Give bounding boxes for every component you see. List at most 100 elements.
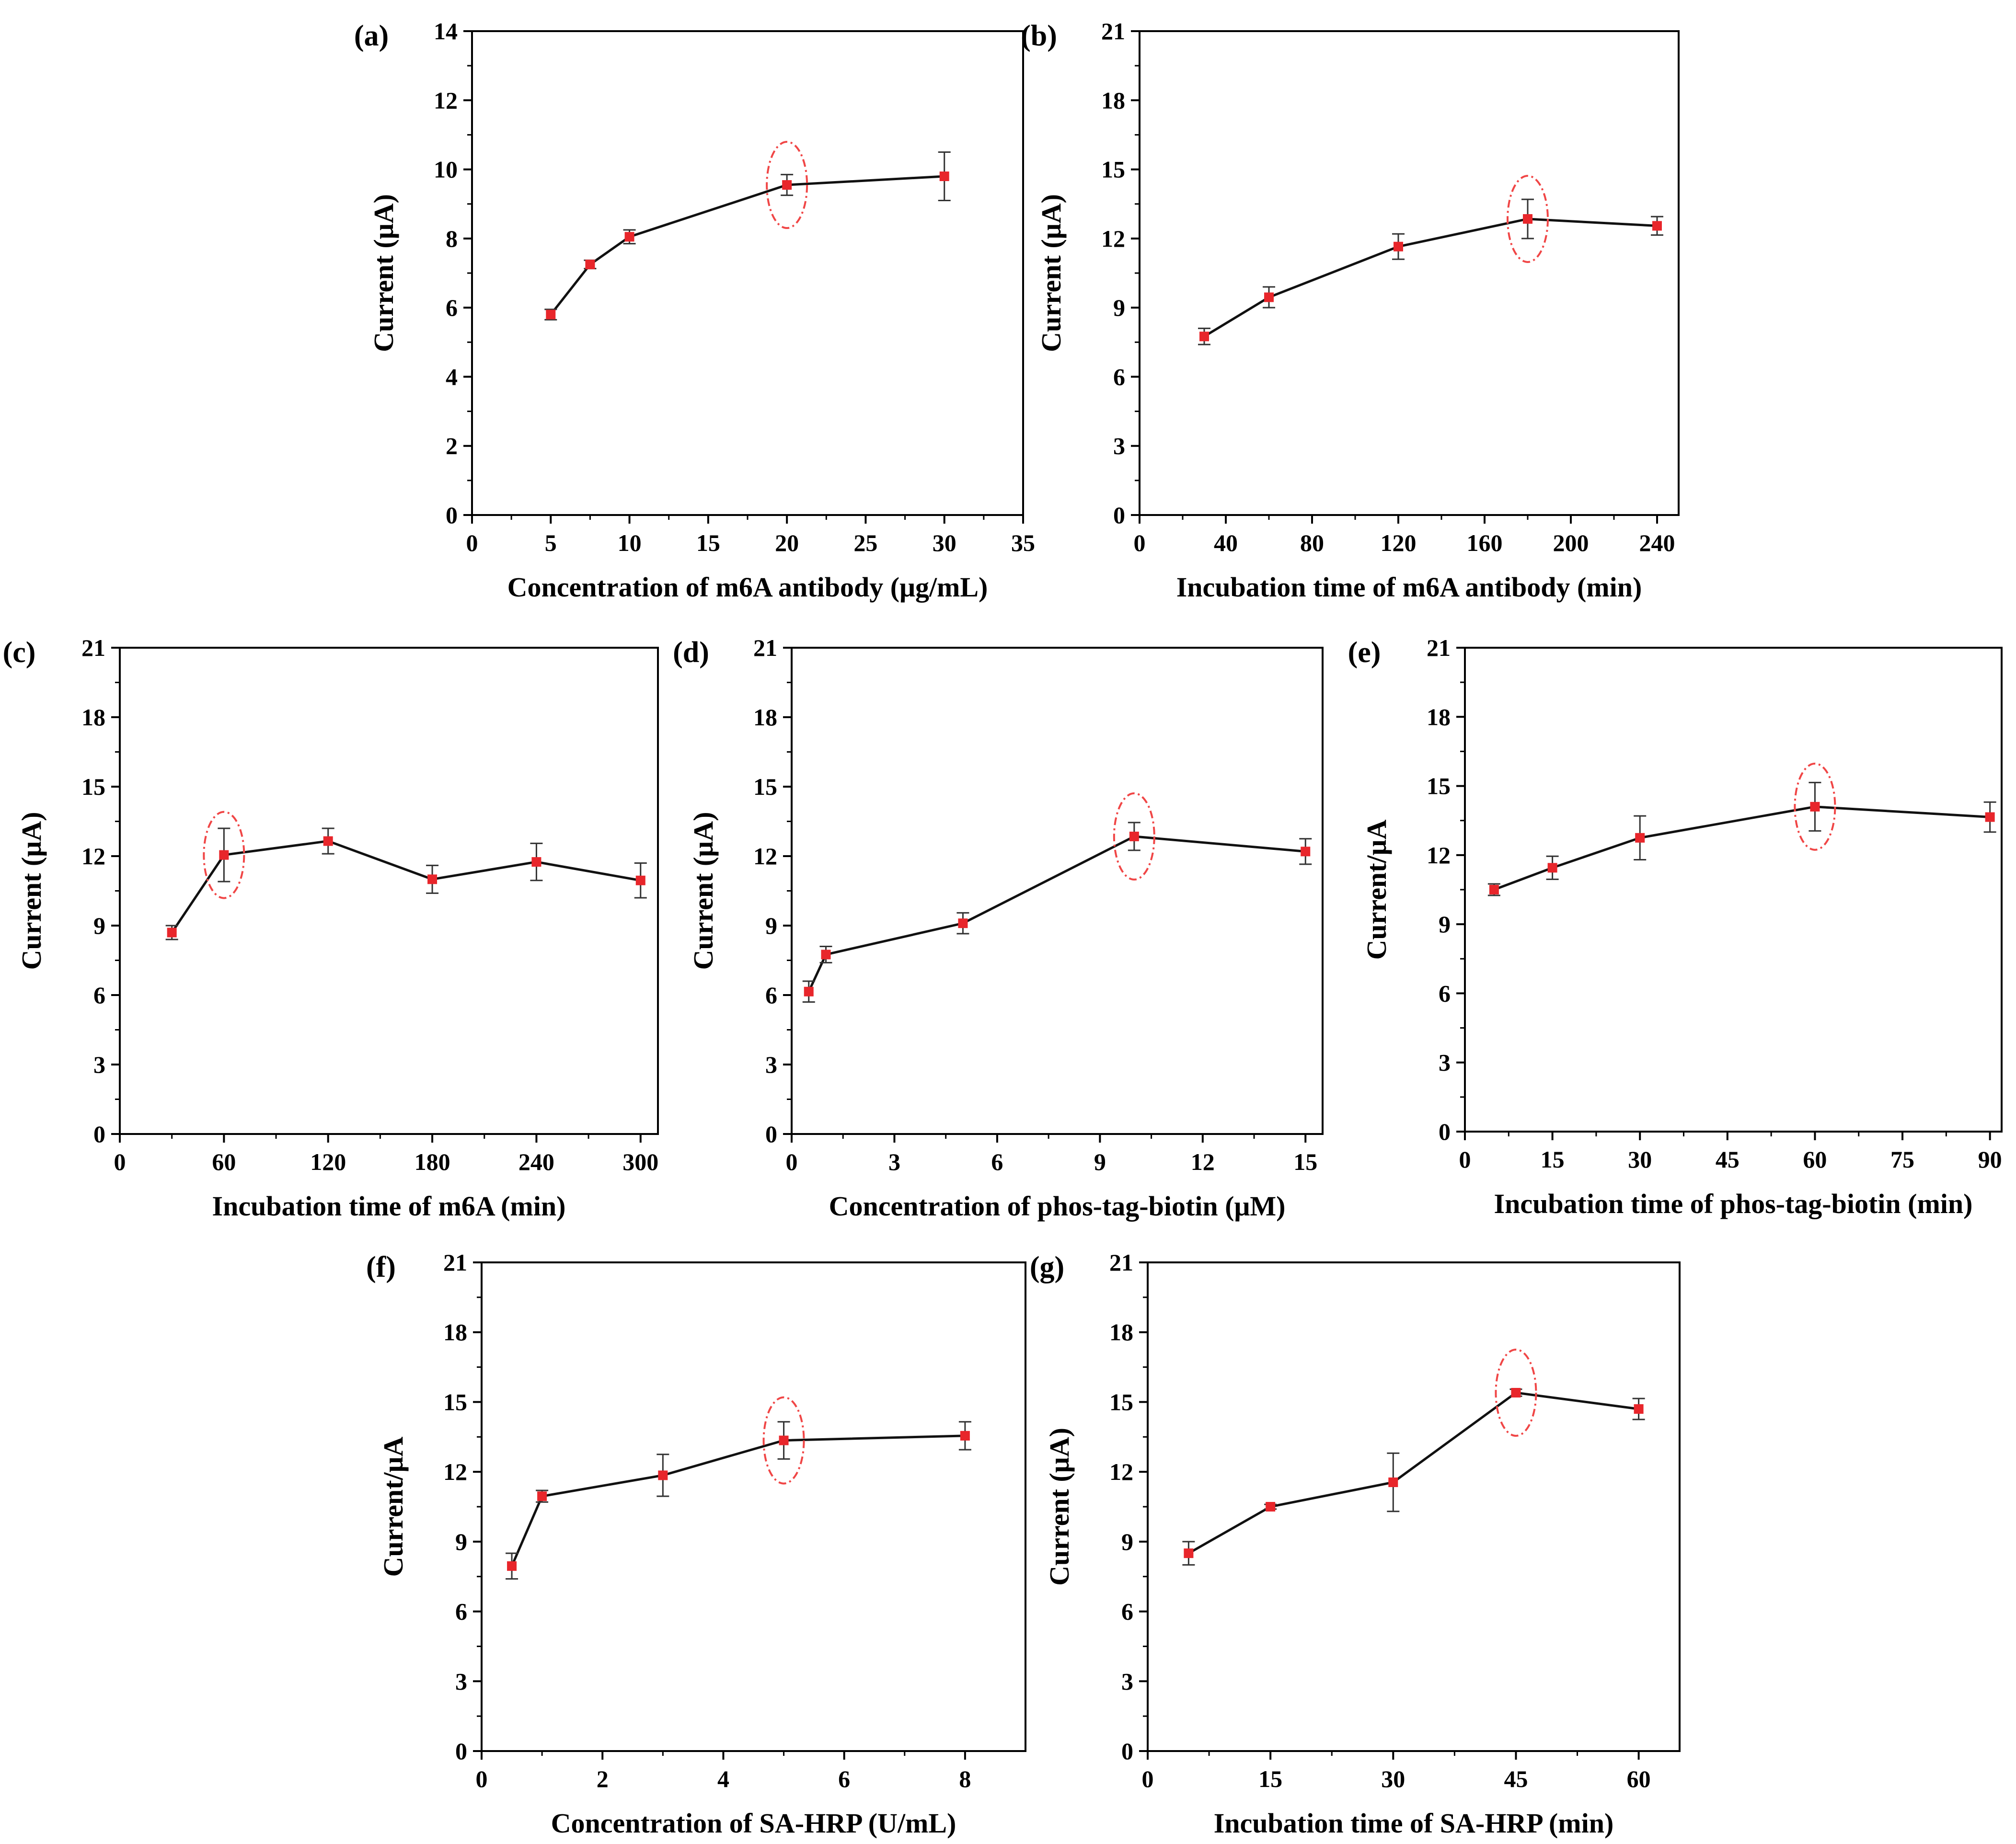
chart-panel: 0 3 6 9 12 15 18 21 0 15 30 45 60 Incubation time of …	[1030, 1249, 1681, 1839]
x-tick-label: 120	[1381, 529, 1417, 556]
data-point	[1523, 214, 1532, 224]
x-axis-title: Concentration of m6A antibody (μg/mL)	[507, 572, 988, 603]
data-point	[1199, 332, 1209, 342]
highlight-ellipse	[1495, 1349, 1537, 1437]
data-point	[1985, 812, 1995, 822]
y-tick-label: 6	[455, 1598, 467, 1625]
data-point	[1388, 1477, 1398, 1487]
data-point	[537, 1491, 547, 1501]
x-tick-label: 120	[310, 1148, 346, 1175]
y-axis-title: Current/μA	[378, 1437, 409, 1577]
y-axis-title: Current/μA	[1361, 820, 1392, 960]
x-tick-label: 60	[1627, 1765, 1651, 1792]
x-axis-title: Incubation time of SA-HRP (min)	[1214, 1808, 1614, 1839]
x-tick-label: 60	[1803, 1146, 1827, 1173]
x-tick-label: 45	[1504, 1765, 1528, 1792]
x-tick-label: 75	[1890, 1146, 1914, 1173]
data-point	[782, 180, 792, 190]
x-tick-label: 45	[1716, 1146, 1740, 1173]
y-tick-label: 18	[81, 704, 105, 731]
x-axis-title: Incubation time of m6A (min)	[212, 1191, 566, 1222]
y-tick-label: 12	[753, 843, 777, 870]
plot-frame	[791, 647, 1324, 1135]
panel-label: (g)	[1030, 1251, 1064, 1283]
x-axis-title: Incubation time of phos-tag-biotin (min)	[1494, 1188, 1973, 1219]
data-point	[1635, 833, 1645, 843]
highlight-ellipse	[766, 141, 808, 229]
x-tick-label: 0	[1459, 1146, 1471, 1173]
y-tick-label: 21	[753, 634, 777, 661]
x-tick-label: 3	[888, 1148, 900, 1175]
data-point	[531, 857, 541, 867]
data-point	[1634, 1404, 1644, 1414]
data-point	[219, 850, 229, 860]
y-tick-label: 18	[753, 704, 777, 731]
y-tick-label: 18	[443, 1319, 467, 1346]
y-tick-label: 0	[1113, 502, 1125, 528]
x-tick-label: 2	[597, 1765, 609, 1792]
chart-panel: 0 3 6 9 12 15 18 21 0 3 6 9 12 15 Concentration of pho…	[673, 634, 1324, 1222]
data-point	[635, 875, 645, 885]
plot-frame	[1139, 30, 1680, 516]
y-tick-label: 12	[443, 1458, 467, 1485]
y-tick-label: 9	[455, 1528, 467, 1555]
x-tick-label: 0	[786, 1148, 798, 1175]
y-tick-label: 15	[81, 773, 105, 800]
data-point	[507, 1561, 517, 1571]
y-tick-label: 21	[1427, 634, 1451, 661]
y-tick-label: 15	[1109, 1388, 1133, 1415]
data-point	[939, 172, 949, 181]
y-tick-label: 3	[765, 1051, 777, 1078]
chart-panel: 0 2 4 6 8 10 12 14 0 5 10 15 20 25 30 35 Concentration o…	[354, 18, 1035, 603]
highlight-ellipse	[1507, 174, 1549, 263]
x-axis-title: Concentration of SA-HRP (U/mL)	[551, 1808, 956, 1839]
y-tick-label: 0	[765, 1121, 777, 1147]
data-point	[1489, 885, 1499, 894]
x-tick-label: 60	[212, 1148, 236, 1175]
x-tick-label: 200	[1553, 529, 1589, 556]
y-tick-label: 15	[1101, 156, 1125, 183]
y-tick-label: 3	[1121, 1668, 1133, 1695]
y-tick-label: 4	[446, 363, 458, 390]
data-point	[958, 918, 968, 928]
data-point	[1511, 1388, 1521, 1397]
y-tick-label: 0	[93, 1121, 105, 1147]
data-point	[546, 309, 556, 320]
data-point	[427, 874, 438, 884]
x-tick-label: 40	[1214, 529, 1238, 556]
plot-frame	[1464, 647, 2003, 1133]
y-tick-label: 15	[753, 773, 777, 800]
x-tick-label: 180	[415, 1148, 450, 1175]
y-tick-label: 12	[1101, 225, 1125, 252]
x-tick-label: 15	[1293, 1148, 1317, 1175]
highlight-ellipse	[1794, 762, 1836, 851]
y-tick-label: 10	[434, 156, 458, 183]
series-line	[1493, 805, 1990, 891]
x-tick-label: 0	[1142, 1765, 1154, 1792]
x-tick-label: 12	[1191, 1148, 1215, 1175]
y-tick-label: 12	[1427, 842, 1451, 869]
plot-frame	[481, 1261, 1026, 1752]
data-point	[1810, 802, 1820, 812]
panel-label: (b)	[1021, 20, 1057, 52]
x-tick-label: 0	[476, 1765, 488, 1792]
data-point	[1264, 292, 1274, 302]
y-tick-label: 6	[765, 982, 777, 1008]
y-tick-label: 6	[446, 294, 458, 321]
x-tick-label: 0	[114, 1148, 126, 1175]
x-axis-title: Concentration of phos-tag-biotin (μM)	[829, 1191, 1286, 1222]
y-tick-label: 9	[1439, 911, 1451, 938]
y-tick-label: 3	[1113, 433, 1125, 459]
x-tick-label: 160	[1467, 529, 1503, 556]
y-tick-label: 14	[434, 18, 458, 45]
y-tick-label: 12	[1109, 1458, 1133, 1485]
data-point	[1184, 1548, 1194, 1558]
y-tick-label: 21	[443, 1249, 467, 1276]
y-tick-label: 21	[1109, 1249, 1133, 1276]
y-tick-label: 6	[1121, 1598, 1133, 1625]
x-tick-label: 30	[1381, 1765, 1405, 1792]
x-tick-label: 30	[933, 529, 956, 556]
data-point	[804, 986, 814, 996]
x-tick-label: 90	[1978, 1146, 2002, 1173]
